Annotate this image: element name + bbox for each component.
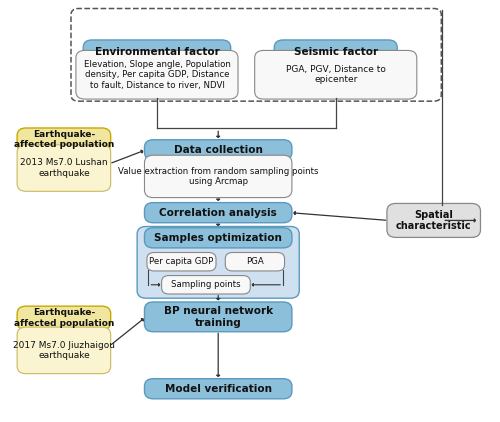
Text: BP neural network
training: BP neural network training [164,306,273,327]
FancyBboxPatch shape [76,51,238,99]
FancyBboxPatch shape [387,203,480,238]
Text: 2017 Ms7.0 Jiuzhaigou
earthquake: 2017 Ms7.0 Jiuzhaigou earthquake [13,341,115,360]
Text: PGA, PGV, Distance to
epicenter: PGA, PGV, Distance to epicenter [286,65,386,84]
FancyBboxPatch shape [162,276,250,294]
Text: Elevation, Slope angle, Population
density, Per capita GDP, Distance
to fault, D: Elevation, Slope angle, Population densi… [84,60,231,89]
FancyBboxPatch shape [147,252,216,271]
FancyBboxPatch shape [17,128,110,151]
Text: Earthquake-
affected population: Earthquake- affected population [14,130,114,149]
Text: Value extraction from random sampling points
using Arcmap: Value extraction from random sampling po… [118,167,318,186]
Text: Seismic factor: Seismic factor [294,47,378,57]
FancyBboxPatch shape [144,379,292,399]
Text: Correlation analysis: Correlation analysis [160,208,277,218]
Text: Data collection: Data collection [174,145,262,155]
Text: Spatial
characteristic: Spatial characteristic [396,210,471,231]
FancyBboxPatch shape [144,302,292,332]
FancyBboxPatch shape [144,155,292,197]
FancyBboxPatch shape [144,140,292,160]
Text: 2013 Ms7.0 Lushan
earthquake: 2013 Ms7.0 Lushan earthquake [20,158,108,178]
FancyBboxPatch shape [144,228,292,248]
Text: Earthquake-
affected population: Earthquake- affected population [14,308,114,327]
FancyBboxPatch shape [254,51,417,99]
FancyBboxPatch shape [144,203,292,223]
FancyBboxPatch shape [83,40,231,63]
FancyBboxPatch shape [274,40,397,63]
FancyBboxPatch shape [17,145,110,191]
Text: Samples optimization: Samples optimization [154,233,282,243]
FancyBboxPatch shape [137,227,300,298]
Text: Environmental factor: Environmental factor [94,47,220,57]
Text: PGA: PGA [246,257,264,266]
Text: Model verification: Model verification [164,384,272,394]
FancyBboxPatch shape [17,327,110,373]
FancyBboxPatch shape [17,306,110,330]
Text: Sampling points: Sampling points [171,280,241,289]
FancyBboxPatch shape [226,252,284,271]
Text: Per capita GDP: Per capita GDP [150,257,214,266]
